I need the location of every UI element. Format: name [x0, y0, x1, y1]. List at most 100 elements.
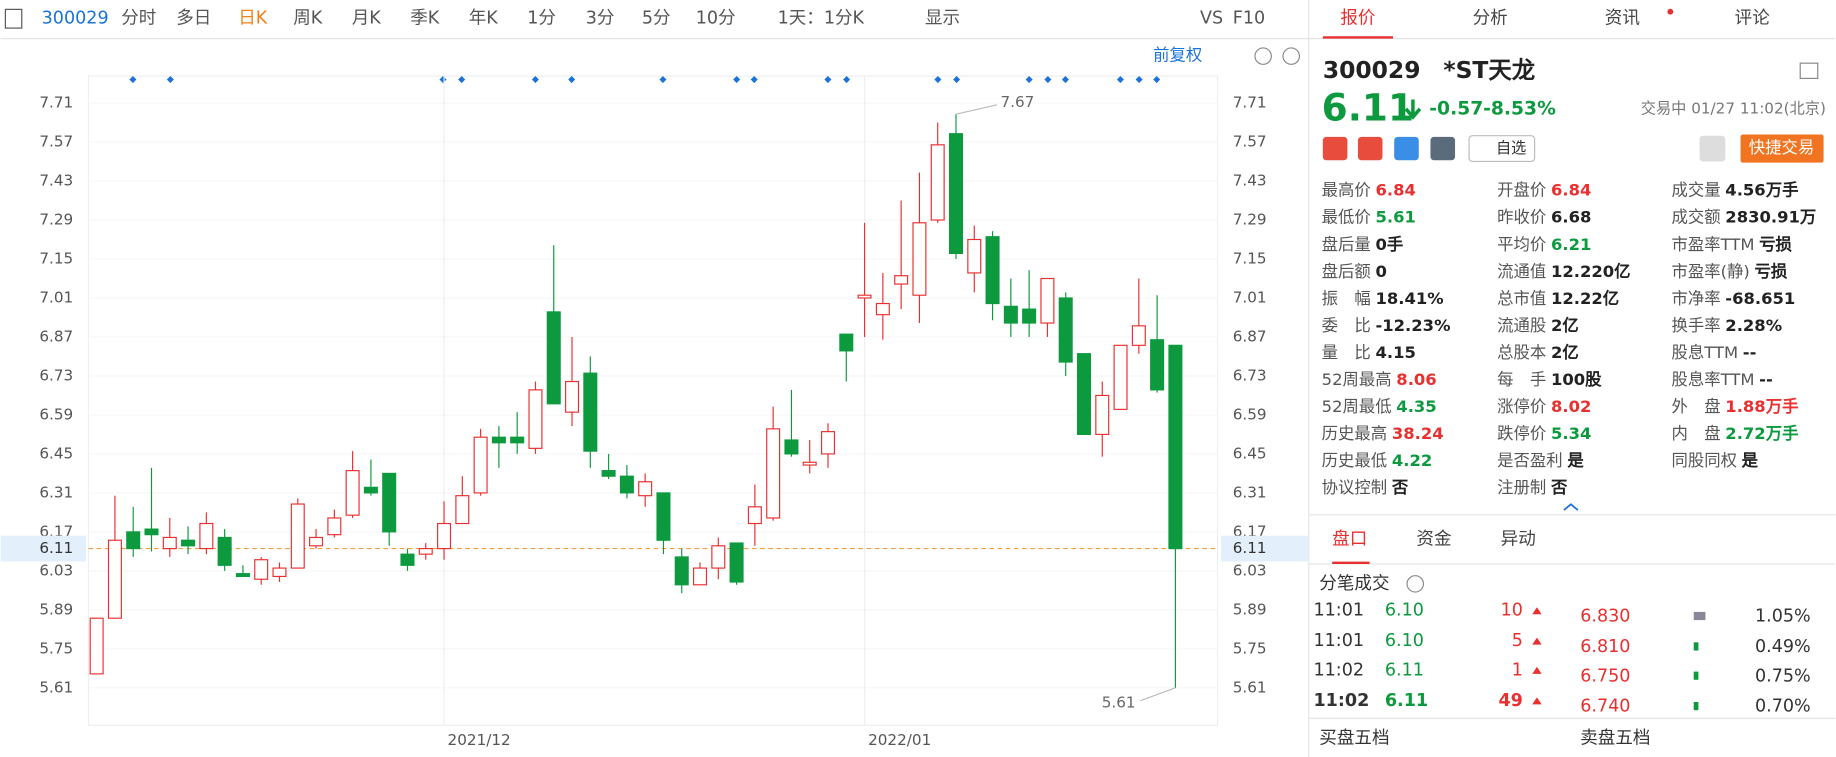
- trade-volume: 49: [1498, 691, 1522, 711]
- stat: 流通股 2亿: [1497, 315, 1579, 334]
- toolbar-item[interactable]: 月K: [352, 9, 382, 29]
- trade-time: 11:01: [1313, 631, 1364, 651]
- trade-price: 6.11: [1385, 660, 1424, 680]
- menu-icon[interactable]: [4, 8, 23, 29]
- detail-tab[interactable]: 盘口: [1332, 529, 1367, 549]
- toolbar-item[interactable]: 分时: [121, 9, 156, 29]
- y-tick-label-right: 6.87: [1233, 327, 1267, 345]
- bell-icon[interactable]: [1699, 135, 1726, 162]
- candle-body: [729, 542, 744, 583]
- stat-label: 量 比: [1322, 342, 1371, 361]
- event-marker[interactable]: [843, 76, 851, 84]
- candle-body: [345, 470, 360, 516]
- toolbar-item[interactable]: 显示: [925, 9, 960, 29]
- tag-icon[interactable]: [1430, 136, 1456, 161]
- toolbar-item[interactable]: 日K: [238, 9, 268, 29]
- stat-label: 股息TTM: [1671, 342, 1738, 361]
- panel-tab[interactable]: 分析: [1473, 9, 1508, 29]
- event-marker[interactable]: [1044, 76, 1052, 84]
- event-marker[interactable]: [824, 76, 832, 84]
- stat-label: 52周最高: [1322, 369, 1392, 388]
- candle-body: [400, 553, 415, 566]
- trade-price: 6.10: [1385, 631, 1424, 651]
- stat-label: 内 盘: [1671, 423, 1720, 442]
- trade-volume: 1: [1512, 660, 1523, 680]
- dist-price: 6.740: [1580, 697, 1630, 717]
- toolbar-item[interactable]: 5分: [642, 9, 671, 29]
- stat-label: 协议控制: [1322, 478, 1388, 497]
- collapse-icon[interactable]: [1799, 62, 1819, 79]
- stat: 52周最低 4.35: [1322, 396, 1437, 415]
- event-marker[interactable]: [1135, 76, 1143, 84]
- quick-trade-button[interactable]: [1740, 134, 1824, 163]
- stat-label: 是否盈利: [1497, 450, 1563, 469]
- stat-value: 4.15: [1375, 342, 1415, 361]
- stock-code[interactable]: 300029: [42, 9, 109, 29]
- toolbar-item[interactable]: 年K: [469, 9, 499, 29]
- detail-tab[interactable]: 异动: [1501, 529, 1536, 549]
- stat-value: 2.28%: [1725, 315, 1782, 334]
- tag-icon[interactable]: [1357, 136, 1383, 161]
- candle-body: [967, 238, 982, 274]
- candle-body: [839, 333, 854, 352]
- toolbar-item[interactable]: 10分: [696, 9, 736, 29]
- panel-tab[interactable]: 评论: [1735, 9, 1771, 29]
- stat: 开盘价 6.84: [1497, 180, 1591, 199]
- stat-value: 6.68: [1551, 207, 1591, 226]
- toolbar-item[interactable]: F10: [1233, 9, 1265, 29]
- tag-icon[interactable]: [1322, 136, 1348, 161]
- toolbar-item[interactable]: 1分: [527, 9, 556, 29]
- event-marker[interactable]: [458, 76, 466, 84]
- info-icon[interactable]: [1406, 575, 1425, 593]
- adjust-button[interactable]: 前复权: [1153, 46, 1202, 65]
- y-tick-label: 5.61: [39, 678, 73, 696]
- price: 6.11: [1322, 85, 1414, 129]
- candle-body: [656, 492, 671, 541]
- event-marker[interactable]: [659, 76, 667, 84]
- trade-price: 6.10: [1385, 601, 1424, 621]
- event-marker[interactable]: [733, 76, 741, 84]
- event-marker[interactable]: [1025, 76, 1033, 84]
- candle-body: [309, 536, 324, 547]
- toolbar-item[interactable]: VS: [1200, 9, 1223, 29]
- high-marker-line: [955, 104, 998, 115]
- zoom-in[interactable]: [1282, 47, 1301, 65]
- candle-body: [235, 573, 250, 578]
- stat: 协议控制否: [1322, 478, 1409, 497]
- y-tick-label: 7.43: [39, 172, 73, 190]
- event-marker[interactable]: [750, 76, 758, 84]
- expand-arrow[interactable]: [1563, 503, 1579, 511]
- stat: 平均价 6.21: [1497, 234, 1591, 253]
- event-marker[interactable]: [439, 76, 447, 84]
- stat-label: 盘后量: [1322, 234, 1371, 253]
- event-marker[interactable]: [953, 76, 961, 84]
- event-marker[interactable]: [166, 76, 174, 84]
- panel-tab[interactable]: 报价: [1340, 9, 1376, 29]
- candle-body: [894, 275, 909, 285]
- stat-label: 委 比: [1322, 315, 1371, 334]
- detail-tab[interactable]: 资金: [1416, 529, 1452, 549]
- zoom-out[interactable]: [1254, 47, 1272, 65]
- y-tick-label: 7.01: [39, 288, 73, 306]
- toolbar-item[interactable]: 多日: [176, 9, 211, 29]
- y-tick-label-right: 6.59: [1233, 405, 1267, 423]
- y-tick-label: 6.31: [39, 483, 73, 501]
- candle-body: [272, 567, 287, 578]
- y-tick-label-right: 5.89: [1233, 600, 1267, 618]
- candle-body: [1150, 339, 1165, 391]
- event-marker[interactable]: [129, 76, 137, 84]
- toolbar-item[interactable]: 1天：1分K: [778, 9, 865, 29]
- toolbar-item[interactable]: 周K: [293, 9, 323, 29]
- stat-value: 12.22亿: [1551, 288, 1619, 307]
- y-tick-label: 5.75: [39, 639, 73, 657]
- panel-tab[interactable]: 资讯: [1605, 9, 1640, 29]
- watch-button[interactable]: [1468, 135, 1536, 163]
- last-price-band: [0, 535, 87, 562]
- y-tick-label-right: 6.03: [1233, 561, 1267, 579]
- event-marker[interactable]: [934, 76, 942, 84]
- toolbar-item[interactable]: 3分: [586, 9, 615, 29]
- candle-body: [930, 144, 945, 221]
- toolbar-item[interactable]: 季K: [410, 9, 440, 29]
- tag-icon[interactable]: [1394, 136, 1419, 161]
- stat-value: 5.34: [1551, 423, 1591, 442]
